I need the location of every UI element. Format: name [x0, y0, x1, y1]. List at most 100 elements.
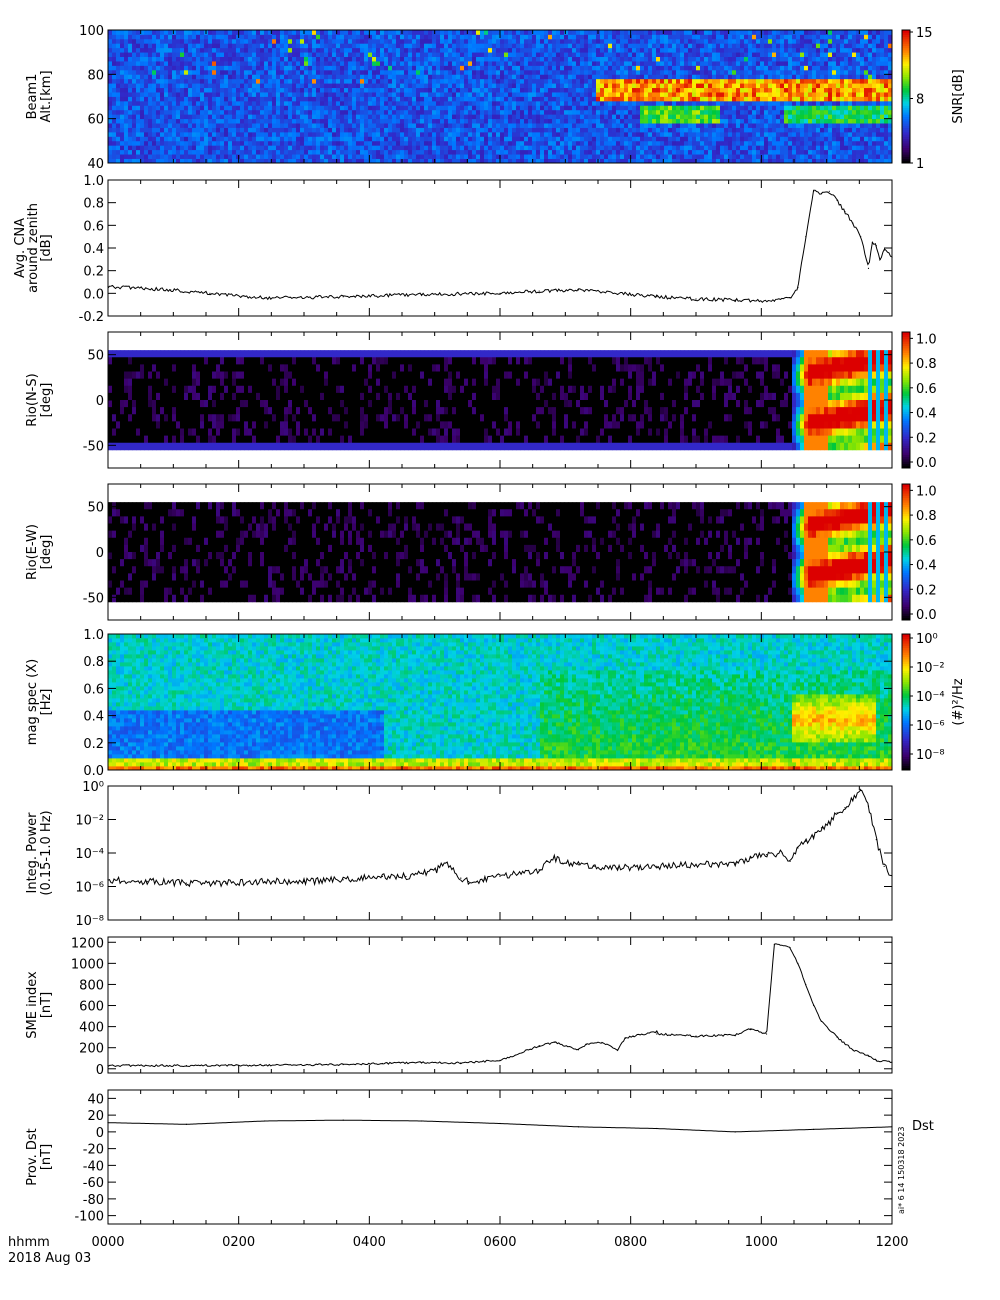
- beam1-cell: [764, 131, 769, 137]
- beam1-cell: [360, 87, 365, 93]
- beam1-cell: [744, 87, 749, 93]
- beam1-cell: [140, 118, 145, 124]
- beam1-cell: [756, 43, 761, 49]
- beam1-cell: [372, 154, 377, 159]
- beam1-cell: [660, 87, 665, 93]
- beam1-cell: [112, 131, 117, 137]
- beam1-cell: [736, 78, 741, 84]
- beam1-cell: [360, 83, 365, 89]
- beam1-cell: [340, 158, 345, 164]
- beam1-cell: [488, 123, 493, 128]
- beam1-cell: [704, 47, 709, 53]
- beam1-cell: [244, 87, 249, 93]
- beam1-cell: [564, 65, 569, 71]
- beam1-cell: [148, 118, 153, 124]
- beam1-cell: [132, 118, 137, 124]
- beam1-cell: [624, 38, 629, 44]
- beam1-cell: [176, 92, 181, 97]
- beam1-cell: [616, 52, 621, 57]
- beam1-cell: [512, 131, 517, 137]
- beam1-cell: [712, 34, 717, 40]
- beam1-cell: [176, 52, 181, 57]
- beam1-cell: [520, 83, 525, 89]
- beam1-cell: [436, 140, 441, 146]
- beam1-cell: [408, 69, 413, 75]
- beam1-cell: [560, 47, 565, 53]
- beam1-cell: [296, 92, 301, 97]
- beam1-cell: [584, 145, 589, 151]
- beam1-cell: [404, 83, 409, 89]
- beam1-cell: [316, 56, 321, 62]
- beam1-cell: [180, 118, 185, 124]
- beam1-cell: [420, 43, 425, 49]
- beam1-cell: [520, 52, 525, 57]
- beam1-cell: [604, 52, 609, 57]
- beam1-cell: [716, 30, 721, 35]
- beam1-cell: [120, 118, 125, 124]
- beam1-cell: [368, 109, 373, 115]
- beam1-cell: [672, 140, 677, 146]
- beam1-cell: [376, 61, 381, 66]
- beam1-cell: [400, 38, 405, 44]
- beam1-cell: [656, 149, 661, 155]
- beam1-cell: [504, 114, 509, 120]
- beam1-cell: [188, 100, 193, 106]
- beam1-cell: [720, 114, 725, 120]
- beam1-cell: [476, 109, 481, 115]
- beam1-cell: [336, 30, 341, 35]
- beam1-cell: [276, 74, 281, 80]
- beam1-cell: [616, 136, 621, 142]
- beam1-cell: [540, 136, 545, 142]
- beam1-cell: [124, 127, 129, 133]
- beam1-cell: [240, 145, 245, 151]
- beam1-cell: [324, 83, 329, 89]
- beam1-cell: [536, 123, 541, 128]
- beam1-cell: [656, 123, 661, 128]
- beam1-cell: [748, 149, 753, 155]
- beam1-cell: [128, 69, 133, 75]
- beam1-cell: [552, 127, 557, 133]
- beam1-cell: [144, 61, 149, 66]
- beam1-cell: [660, 83, 665, 89]
- beam1-cell: [204, 154, 209, 159]
- beam1-cell: [636, 149, 641, 155]
- beam1-cell: [360, 114, 365, 120]
- beam1-cell: [280, 136, 285, 142]
- beam1-cell: [664, 127, 669, 133]
- beam1-cell: [504, 74, 509, 80]
- beam1-cell: [280, 78, 285, 84]
- beam1-cell: [300, 123, 305, 128]
- beam1-cell: [192, 38, 197, 44]
- beam1-cell: [604, 109, 609, 115]
- beam1-cell: [580, 123, 585, 128]
- beam1-cell: [520, 145, 525, 151]
- beam1-cell: [516, 30, 521, 35]
- beam1-cell: [656, 127, 661, 133]
- beam1-cell: [512, 43, 517, 49]
- beam1-cell: [140, 47, 145, 53]
- beam1-cell: [692, 87, 697, 93]
- beam1-cell: [732, 100, 737, 106]
- beam1-cell: [204, 78, 209, 84]
- beam1-cell: [752, 140, 757, 146]
- beam1-cell: [264, 47, 269, 53]
- beam1-cell: [660, 43, 665, 49]
- beam1-cell: [360, 78, 365, 84]
- beam1-cell: [176, 87, 181, 93]
- beam1-cell: [704, 52, 709, 57]
- beam1-cell: [544, 69, 549, 75]
- beam1-cell: [492, 136, 497, 142]
- beam1-cell: [448, 30, 453, 35]
- beam1-cell: [452, 118, 457, 124]
- beam1-cell: [504, 47, 509, 53]
- beam1-cell: [508, 52, 513, 57]
- beam1-cell: [184, 52, 189, 57]
- beam1-cell: [708, 87, 713, 93]
- beam1-cell: [376, 69, 381, 75]
- beam1-cell: [668, 131, 673, 137]
- beam1-cell: [460, 140, 465, 146]
- beam1-cell: [528, 131, 533, 137]
- beam1-cell: [348, 96, 353, 102]
- beam1-cell: [680, 47, 685, 53]
- beam1-cell: [188, 83, 193, 89]
